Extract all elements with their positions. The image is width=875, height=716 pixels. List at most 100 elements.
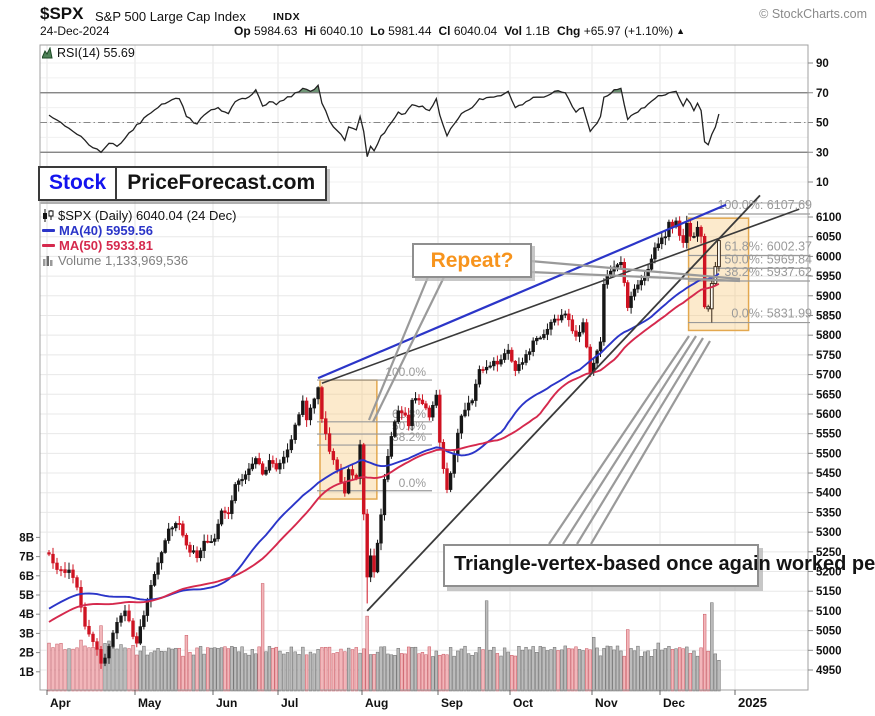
volume-bar	[79, 639, 83, 692]
candle	[198, 550, 203, 559]
candle	[282, 456, 286, 464]
price-axis-label: 5150	[816, 586, 842, 598]
volume-bar	[191, 654, 196, 692]
candle	[111, 632, 115, 647]
candle	[99, 649, 103, 664]
triangle-annotation-text: Triangle-vertex-based once again worked …	[454, 553, 875, 575]
rsi-axis-label: 90	[816, 58, 829, 70]
volume-bar	[138, 650, 142, 692]
volume-bar	[605, 645, 609, 692]
candle	[559, 314, 564, 321]
volume-bar	[609, 646, 613, 692]
candle	[520, 362, 525, 365]
volume-bar	[427, 646, 432, 692]
candle	[692, 236, 696, 238]
volume-bar	[264, 651, 268, 692]
candle	[410, 399, 414, 427]
volume-bar	[308, 651, 313, 692]
price-axis-label: 5600	[816, 409, 842, 421]
volume-bar	[417, 653, 421, 692]
volume-bar	[581, 650, 585, 692]
volume-bar	[502, 647, 507, 692]
volume-bar	[403, 653, 407, 692]
volume-bar	[55, 643, 59, 692]
candle	[95, 641, 99, 650]
candle	[243, 474, 248, 480]
candle	[506, 349, 510, 354]
volume-bar	[441, 653, 446, 692]
volume-bar	[710, 602, 714, 692]
volume-bar	[170, 648, 174, 692]
price-axis-label: 5200	[816, 567, 842, 579]
quote-field-label: Lo	[370, 24, 385, 38]
volume-bar	[382, 646, 387, 692]
candle	[236, 480, 241, 485]
candle	[202, 540, 206, 551]
candle	[131, 620, 135, 637]
candle	[188, 544, 192, 553]
quote-field-label: Cl	[438, 24, 451, 38]
volume-bar	[393, 655, 397, 692]
volume-bar	[695, 655, 700, 692]
volume-bar	[257, 646, 261, 692]
volume-bar	[626, 629, 630, 692]
volume-bar	[660, 649, 664, 692]
volume-bar	[667, 646, 671, 692]
quote-field-value: 1.1B	[522, 24, 551, 38]
candle	[517, 364, 521, 371]
candle	[213, 538, 217, 542]
volume-bar	[195, 647, 199, 692]
volume-bar	[63, 649, 67, 692]
price-axis-label: 5250	[816, 547, 842, 559]
candle	[247, 468, 251, 475]
volume-bar	[556, 650, 560, 692]
volume-bar	[531, 646, 535, 692]
candle	[170, 527, 174, 530]
price-axis-label: 5500	[816, 448, 842, 460]
fibonacci-retracements: 100.0%61.8%50.0%38.2%0.0%100.0%: 6107.69…	[317, 198, 812, 492]
volume-bar	[226, 648, 231, 692]
candle	[695, 226, 700, 237]
volume-bar	[278, 650, 282, 692]
candle	[324, 418, 328, 434]
candle	[424, 403, 428, 409]
legend-ma40-label: MA(40) 5959.56	[59, 223, 153, 238]
candle	[488, 365, 492, 368]
volume-bar	[107, 640, 111, 692]
volume-bar	[260, 583, 265, 692]
volume-bar	[438, 654, 442, 692]
repeat-annotation: Repeat?	[412, 243, 532, 278]
volume-bar	[612, 649, 616, 692]
candle	[250, 463, 255, 470]
candle	[67, 569, 71, 573]
candle	[63, 569, 67, 573]
candle	[567, 313, 571, 321]
month-axis-label: Oct	[513, 696, 533, 710]
fib-left-label: 61.8%	[392, 407, 426, 421]
volume-bar	[206, 647, 210, 692]
volume-bar	[622, 655, 626, 692]
candle	[438, 394, 442, 443]
volume-histogram	[47, 583, 721, 692]
volume-bar	[111, 646, 115, 692]
volume-bar	[209, 647, 213, 692]
volume-bar	[420, 652, 425, 692]
volume-bar	[520, 649, 525, 692]
volume-bar	[632, 650, 637, 692]
volume-bar	[396, 648, 400, 692]
candle	[699, 226, 703, 237]
candle	[513, 360, 518, 371]
volume-bar	[602, 648, 606, 692]
candle	[685, 223, 689, 243]
quote-field-label: Chg	[557, 24, 581, 38]
ticker-symbol: $SPX	[40, 4, 84, 23]
volume-bar	[339, 648, 343, 692]
quote-field-value: 6040.10	[316, 24, 364, 38]
fib-right-label: 0.0%: 5831.99	[731, 307, 812, 321]
candle	[293, 424, 297, 440]
candle	[163, 540, 167, 553]
volume-bar	[434, 650, 438, 692]
volume-axis-label: 3B	[19, 628, 34, 640]
candle	[417, 398, 421, 401]
